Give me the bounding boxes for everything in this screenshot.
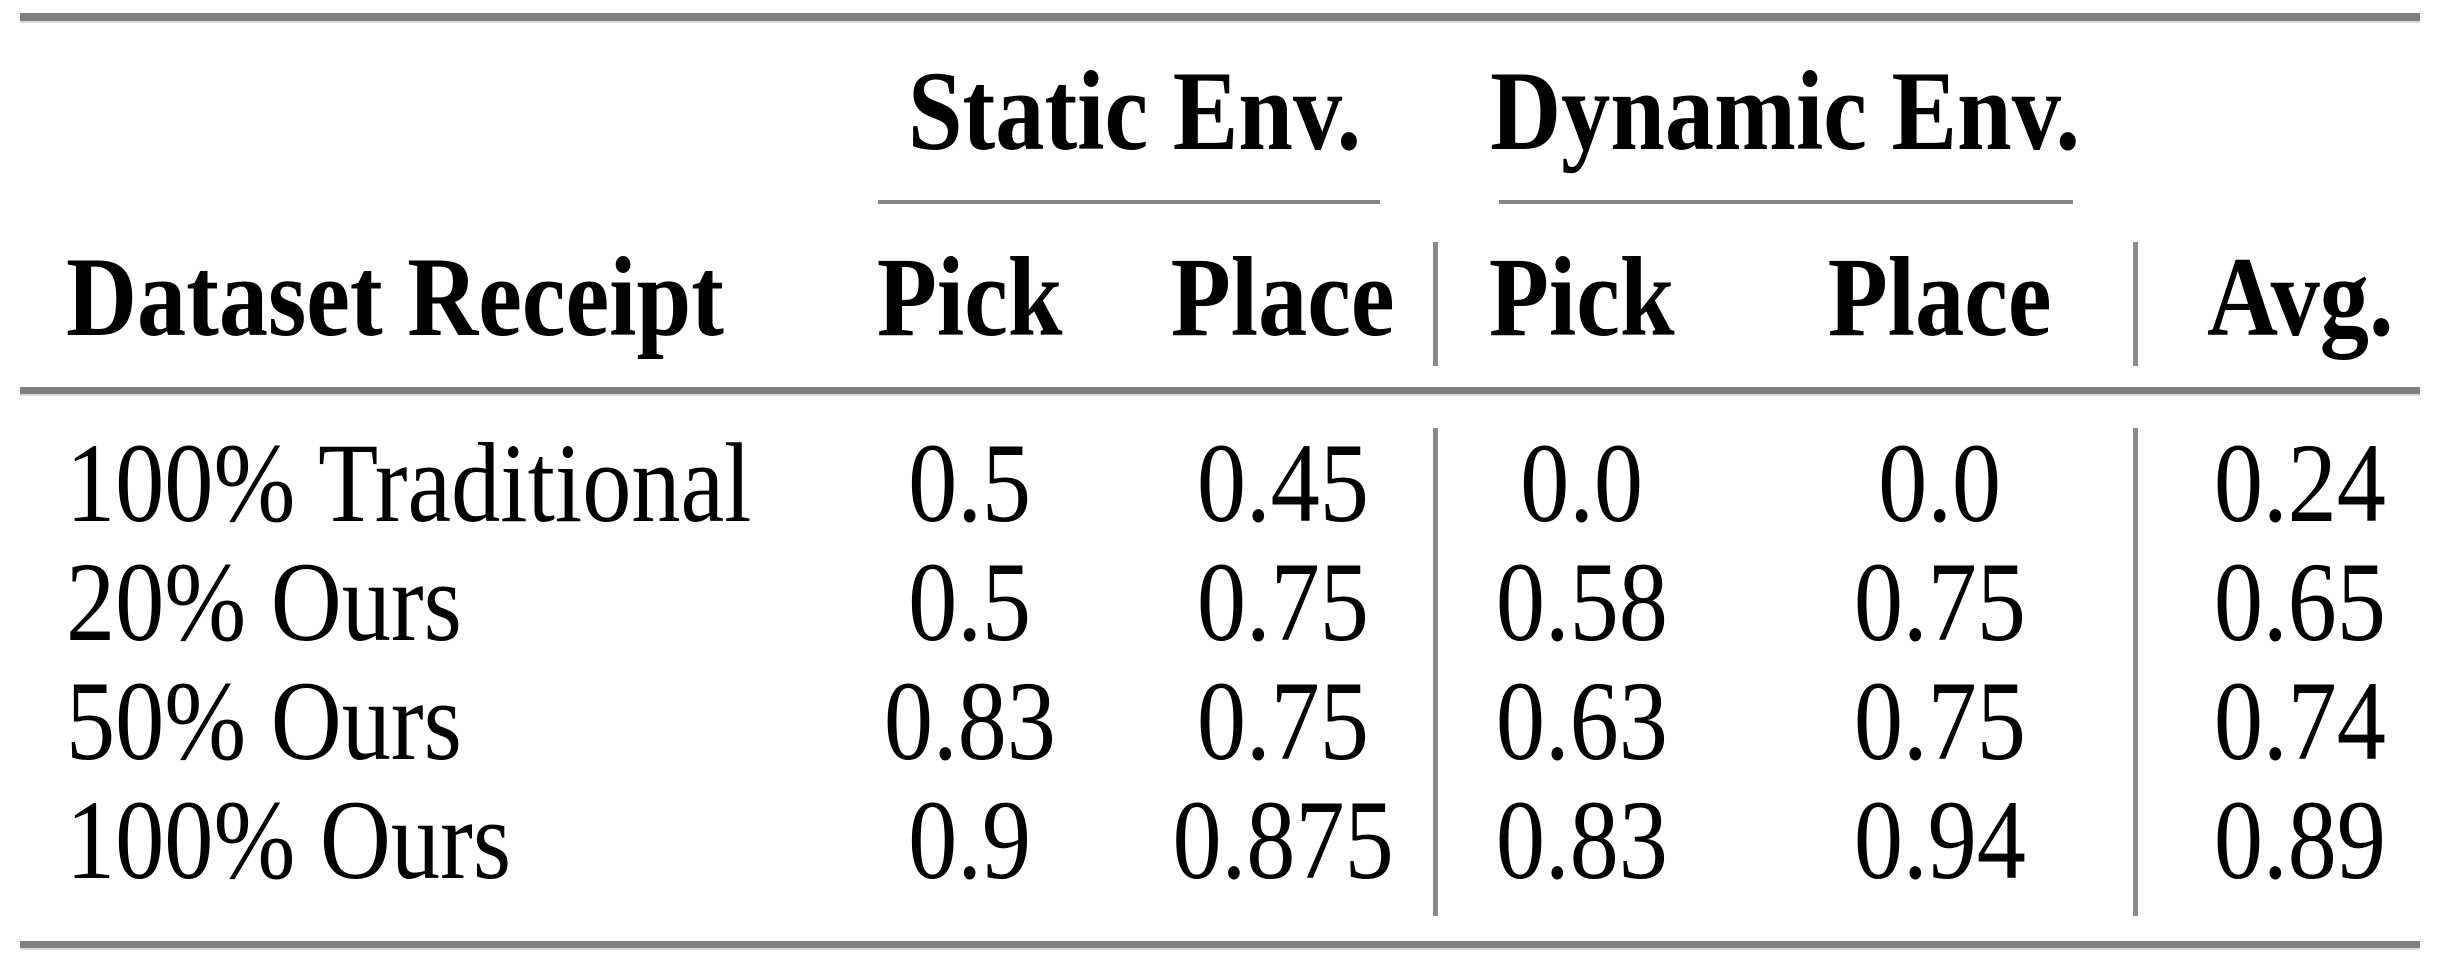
table-cell-dynamic-place: 0.0 — [1790, 424, 2090, 543]
header-divider-rule — [20, 387, 2420, 396]
row-label-text: 100% Traditional — [66, 421, 752, 546]
column-header-dataset-receipt: Dataset Receipt — [66, 237, 1066, 357]
table-cell-dynamic-pick: 0.63 — [1432, 662, 1732, 781]
column-separator — [1433, 428, 1438, 916]
table-cell-dynamic-pick: 0.0 — [1432, 424, 1732, 543]
table-cell-dynamic-place: 0.94 — [1790, 781, 2090, 900]
column-header-dynamic-place: Place — [1790, 237, 2090, 357]
table-row-label: 20% Ours — [66, 543, 1066, 662]
cell-value: 0.75 — [1196, 659, 1370, 784]
column-separator — [1433, 242, 1438, 366]
static-pick-label: Pick — [877, 234, 1063, 360]
row-label-text: 100% Ours — [66, 778, 512, 903]
group-header-dynamic-env: Dynamic Env. — [1485, 51, 2085, 171]
cell-value: 0.9 — [908, 778, 1032, 903]
cell-value: 0.75 — [1196, 540, 1370, 665]
cell-value: 0.65 — [2213, 540, 2387, 665]
table-row-label: 100% Traditional — [66, 424, 1066, 543]
dataset-receipt-label: Dataset Receipt — [66, 234, 724, 360]
table-cell-static-place: 0.875 — [1133, 781, 1433, 900]
cell-value: 0.75 — [1853, 540, 2027, 665]
table-cell-avg: 0.74 — [2150, 662, 2440, 781]
table-cell-static-pick: 0.5 — [820, 424, 1120, 543]
cell-value: 0.63 — [1495, 659, 1669, 784]
static-place-label: Place — [1171, 234, 1395, 360]
dynamic-place-label: Place — [1828, 234, 2052, 360]
table-row-label: 50% Ours — [66, 662, 1066, 781]
cell-value: 0.5 — [908, 540, 1032, 665]
column-header-static-place: Place — [1133, 237, 1433, 357]
cell-value: 0.83 — [1495, 778, 1669, 903]
cell-value: 0.74 — [2213, 659, 2387, 784]
static-env-underline-rule — [878, 200, 1380, 204]
cell-value: 0.83 — [883, 659, 1057, 784]
column-header-avg: Avg. — [2150, 237, 2440, 357]
avg-label: Avg. — [2206, 234, 2394, 360]
column-separator — [2133, 428, 2138, 916]
column-header-dynamic-pick: Pick — [1432, 237, 1732, 357]
table-cell-avg: 0.65 — [2150, 543, 2440, 662]
bottom-rule — [20, 941, 2420, 950]
dynamic-env-underline-rule — [1499, 200, 2073, 204]
row-label-text: 20% Ours — [66, 540, 462, 665]
cell-value: 0.5 — [908, 421, 1032, 546]
cell-value: 0.45 — [1196, 421, 1370, 546]
table-cell-dynamic-place: 0.75 — [1790, 543, 2090, 662]
cell-value: 0.89 — [2213, 778, 2387, 903]
table-cell-static-place: 0.45 — [1133, 424, 1433, 543]
table-cell-avg: 0.89 — [2150, 781, 2440, 900]
group-header-static-env: Static Env. — [835, 51, 1435, 171]
top-rule — [20, 13, 2420, 23]
cell-value: 0.875 — [1172, 778, 1394, 903]
table-cell-dynamic-place: 0.75 — [1790, 662, 2090, 781]
cell-value: 0.24 — [2213, 421, 2387, 546]
column-separator — [2133, 242, 2138, 366]
dynamic-env-label: Dynamic Env. — [1490, 48, 2080, 174]
table-cell-static-place: 0.75 — [1133, 662, 1433, 781]
table-cell-dynamic-pick: 0.58 — [1432, 543, 1732, 662]
table-cell-avg: 0.24 — [2150, 424, 2440, 543]
dynamic-pick-label: Pick — [1489, 234, 1675, 360]
column-header-static-pick: Pick — [820, 237, 1120, 357]
row-label-text: 50% Ours — [66, 659, 462, 784]
table-cell-dynamic-pick: 0.83 — [1432, 781, 1732, 900]
table-cell-static-pick: 0.9 — [820, 781, 1120, 900]
table-row-label: 100% Ours — [66, 781, 1066, 900]
cell-value: 0.0 — [1878, 421, 2002, 546]
table-cell-static-place: 0.75 — [1133, 543, 1433, 662]
table-cell-static-pick: 0.83 — [820, 662, 1120, 781]
cell-value: 0.58 — [1495, 540, 1669, 665]
cell-value: 0.94 — [1853, 778, 2027, 903]
cell-value: 0.0 — [1520, 421, 1644, 546]
static-env-label: Static Env. — [908, 48, 1362, 174]
table-cell-static-pick: 0.5 — [820, 543, 1120, 662]
cell-value: 0.75 — [1853, 659, 2027, 784]
